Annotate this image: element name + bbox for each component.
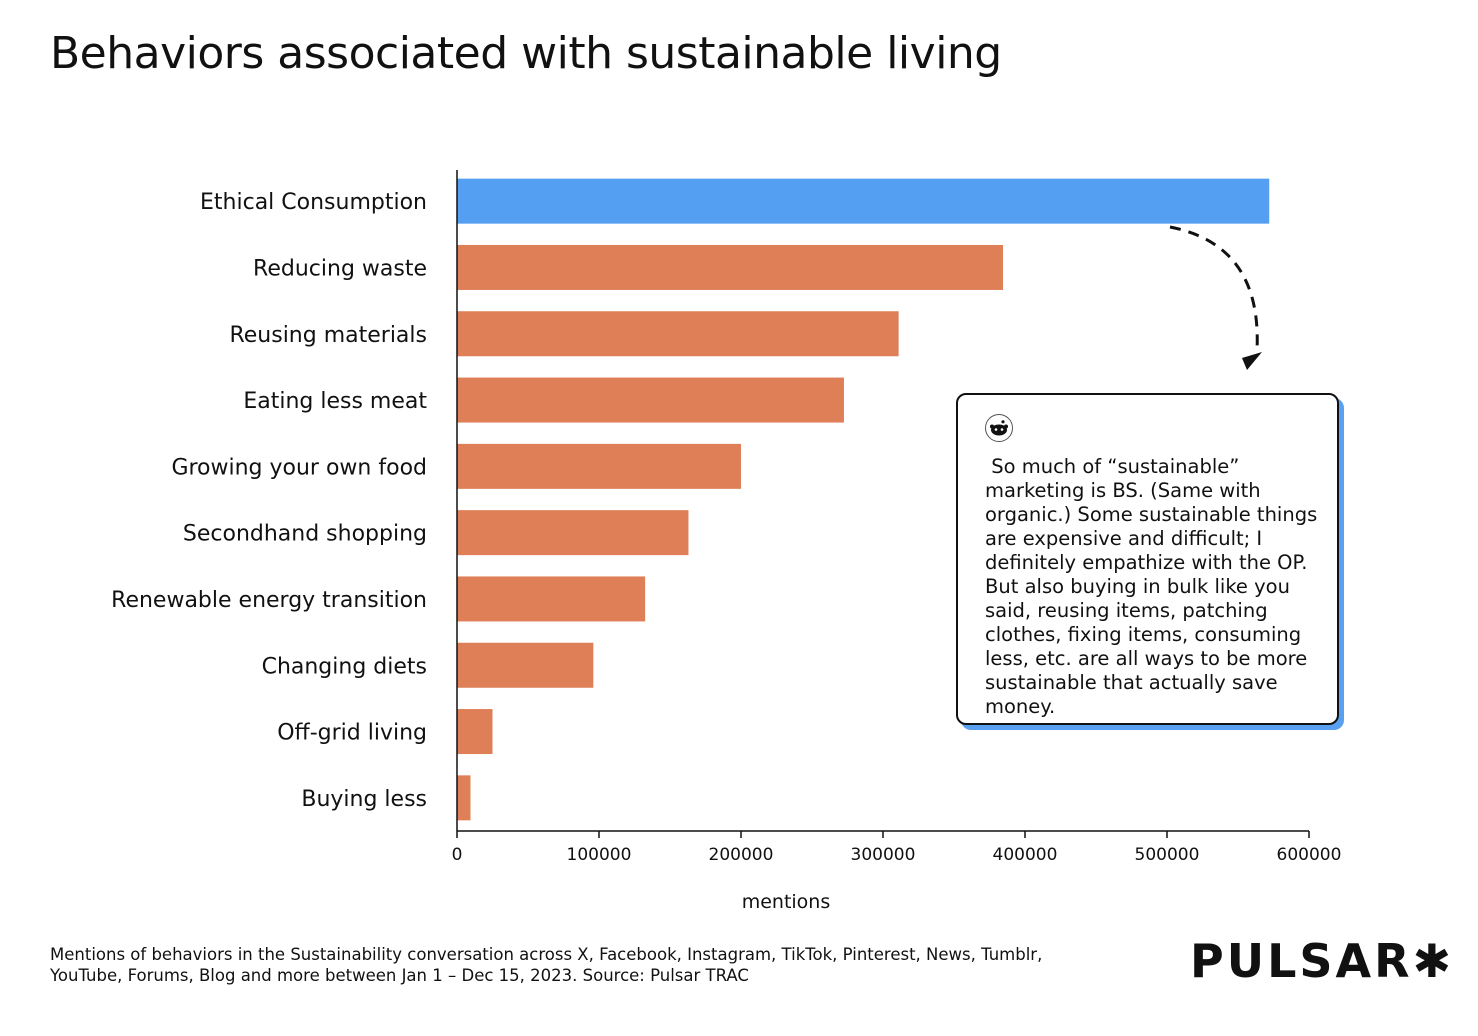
pulsar-logo: PULSAR✱ bbox=[1190, 934, 1455, 988]
x-tick-label: 300000 bbox=[851, 845, 916, 865]
category-label: Renewable energy transition bbox=[111, 588, 427, 613]
bar bbox=[457, 443, 741, 489]
x-tick-label: 0 bbox=[452, 845, 463, 865]
bar bbox=[457, 244, 1003, 290]
bar bbox=[457, 576, 646, 622]
bar bbox=[457, 775, 471, 821]
x-tick-label: 600000 bbox=[1277, 845, 1342, 865]
bar bbox=[457, 377, 844, 423]
category-label: Eating less meat bbox=[243, 389, 427, 414]
quote-text: So much of “sustainable” marketing is BS… bbox=[985, 455, 1324, 718]
x-tick-label: 500000 bbox=[1135, 845, 1200, 865]
x-tick-label: 100000 bbox=[567, 845, 632, 865]
bar bbox=[457, 311, 899, 357]
x-tick-label: 400000 bbox=[993, 845, 1058, 865]
category-label: Reusing materials bbox=[229, 323, 427, 348]
category-label: Ethical Consumption bbox=[200, 190, 427, 215]
bar bbox=[457, 709, 493, 755]
arrowhead-icon bbox=[1242, 352, 1262, 370]
category-label: Buying less bbox=[301, 787, 427, 812]
chart-title: Behaviors associated with sustainable li… bbox=[50, 28, 1002, 79]
source-footnote: Mentions of behaviors in the Sustainabil… bbox=[50, 945, 1043, 985]
reddit-icon bbox=[985, 414, 1013, 442]
category-label: Secondhand shopping bbox=[183, 522, 427, 547]
x-axis-label: mentions bbox=[742, 891, 831, 913]
bar bbox=[457, 510, 689, 556]
category-label: Changing diets bbox=[262, 654, 427, 679]
category-label: Growing your own food bbox=[171, 455, 427, 480]
bar-chart: Ethical Consumption Reducing waste Reusing… bbox=[111, 170, 1342, 913]
bar bbox=[457, 178, 1270, 224]
bar bbox=[457, 642, 594, 688]
category-label: Reducing waste bbox=[253, 256, 427, 281]
category-label: Off-grid living bbox=[277, 721, 427, 746]
dashed-arrow bbox=[1169, 225, 1259, 351]
x-tick-label: 200000 bbox=[709, 845, 774, 865]
reddit-quote-callout: So much of “sustainable” marketing is BS… bbox=[956, 393, 1339, 725]
